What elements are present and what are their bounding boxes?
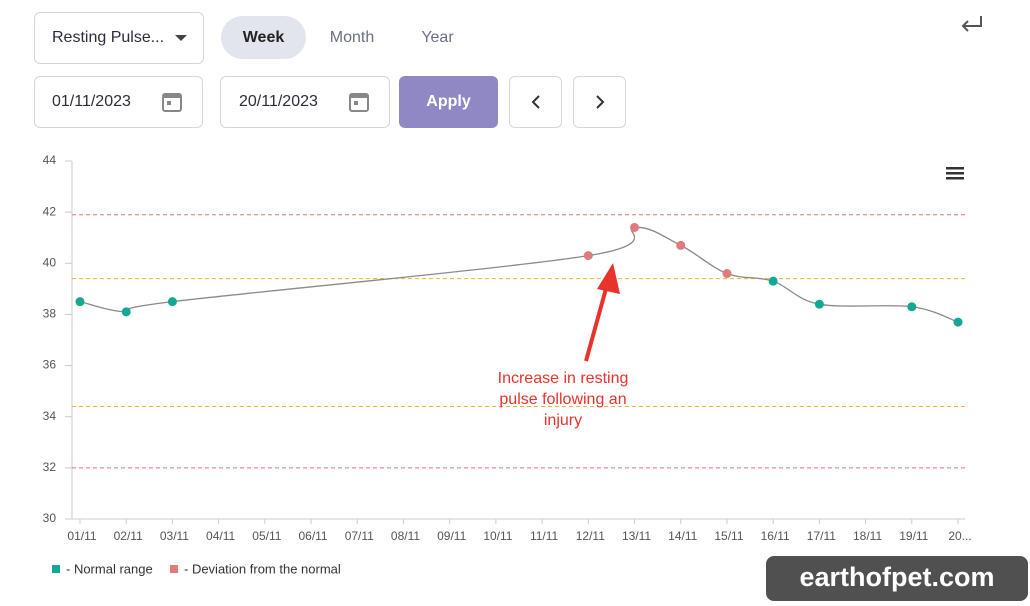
x-tick-label: 14/11 bbox=[668, 529, 697, 543]
x-tick-label: 15/11 bbox=[714, 529, 743, 543]
data-point bbox=[75, 297, 85, 307]
legend-label: - Deviation from the normal bbox=[184, 561, 341, 576]
tab-week[interactable]: Week bbox=[221, 16, 306, 59]
legend-swatch bbox=[52, 565, 60, 573]
metric-dropdown[interactable]: Resting Pulse... bbox=[34, 12, 204, 64]
legend-swatch bbox=[170, 565, 178, 573]
y-tick-label: 34 bbox=[43, 409, 57, 423]
annotation-arrow bbox=[584, 284, 609, 362]
series-line bbox=[79, 226, 959, 323]
watermark-box bbox=[766, 556, 1028, 601]
x-tick-label: 03/11 bbox=[160, 529, 189, 543]
calendar-icon bbox=[162, 93, 182, 112]
x-tick-label: 16/11 bbox=[761, 529, 790, 543]
x-tick-label: 09/11 bbox=[437, 529, 466, 543]
annotation: injury bbox=[544, 412, 582, 429]
x-tick-label: 17/11 bbox=[807, 529, 836, 543]
y-tick-label: 38 bbox=[43, 307, 57, 321]
prev-icon bbox=[531, 95, 540, 109]
y-tick-label: 36 bbox=[43, 358, 57, 372]
annotation-arrowhead bbox=[597, 263, 620, 294]
dropdown-caret bbox=[175, 35, 187, 41]
data-point bbox=[630, 222, 640, 232]
data-point bbox=[167, 297, 177, 307]
data-point bbox=[676, 240, 686, 250]
y-tick-label: 40 bbox=[43, 255, 57, 269]
x-tick-label: 01/11 bbox=[67, 529, 96, 543]
x-tick-label: 10/11 bbox=[483, 529, 512, 543]
next-icon bbox=[595, 95, 604, 109]
prev-button[interactable] bbox=[509, 76, 562, 128]
x-tick-label: 13/11 bbox=[622, 529, 651, 543]
end-date-input[interactable]: 20/11/2023 bbox=[220, 76, 390, 128]
annotation: Increase in resting bbox=[498, 370, 629, 387]
x-tick-label: 19/11 bbox=[899, 529, 928, 543]
y-tick-label: 30 bbox=[43, 511, 57, 525]
data-point bbox=[583, 251, 593, 261]
end-date: 20/11/2023 bbox=[239, 93, 318, 110]
legend-label: - Normal range bbox=[66, 561, 153, 576]
next-button[interactable] bbox=[573, 76, 626, 128]
tab-month[interactable]: Month bbox=[329, 28, 375, 46]
data-point bbox=[814, 299, 824, 309]
x-tick-label: 12/11 bbox=[576, 529, 605, 543]
x-tick-label: 04/11 bbox=[206, 529, 235, 543]
tab-year[interactable]: Year bbox=[421, 28, 454, 46]
x-tick-label: 05/11 bbox=[252, 529, 281, 543]
start-date-input[interactable]: 01/11/2023 bbox=[34, 76, 203, 128]
metric-label: Resting Pulse... bbox=[52, 29, 165, 46]
x-tick-label: 02/11 bbox=[114, 529, 143, 543]
apply-button[interactable]: Apply bbox=[399, 76, 498, 128]
x-tick-label: 20... bbox=[948, 529, 971, 543]
calendar-icon bbox=[349, 93, 369, 112]
data-point bbox=[953, 317, 963, 327]
data-point bbox=[722, 269, 732, 279]
y-tick-label: 44 bbox=[43, 153, 57, 167]
x-tick-label: 07/11 bbox=[345, 529, 374, 543]
x-tick-label: 08/11 bbox=[391, 529, 420, 543]
y-tick-label: 32 bbox=[43, 460, 57, 474]
data-point bbox=[121, 307, 131, 317]
back-icon[interactable] bbox=[959, 14, 985, 34]
x-tick-label: 11/11 bbox=[530, 529, 559, 543]
data-point bbox=[768, 276, 778, 286]
annotation: pulse following an bbox=[499, 391, 626, 408]
watermark: earthofpet.com bbox=[799, 562, 994, 592]
x-tick-label: 18/11 bbox=[853, 529, 882, 543]
data-point bbox=[907, 302, 917, 312]
start-date: 01/11/2023 bbox=[52, 93, 131, 110]
menu-icon[interactable] bbox=[946, 167, 964, 180]
y-tick-label: 42 bbox=[43, 204, 57, 218]
x-tick-label: 06/11 bbox=[298, 529, 327, 543]
